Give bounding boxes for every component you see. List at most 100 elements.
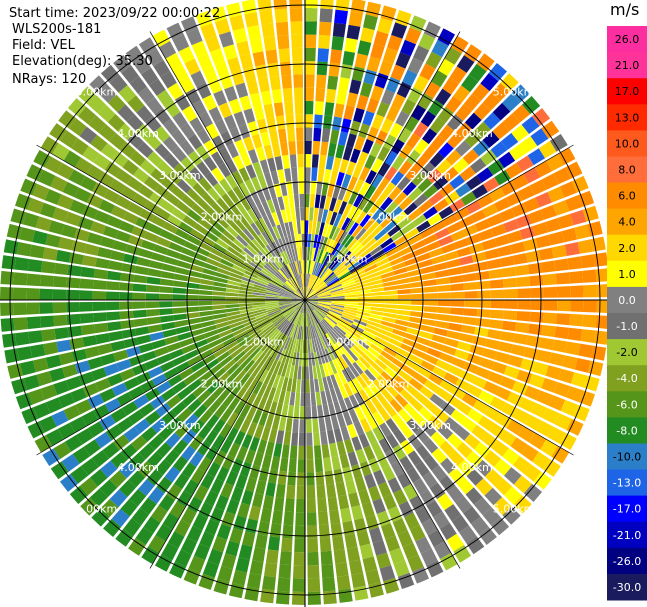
velocity-gate bbox=[462, 149, 479, 165]
velocity-gate bbox=[257, 0, 272, 12]
velocity-gate bbox=[371, 303, 385, 308]
velocity-gate bbox=[321, 564, 335, 579]
velocity-gate bbox=[110, 340, 126, 352]
velocity-gate bbox=[562, 355, 578, 370]
velocity-gate bbox=[248, 378, 259, 392]
velocity-gate bbox=[251, 258, 264, 269]
velocity-gate bbox=[229, 204, 242, 218]
velocity-gate bbox=[121, 263, 136, 273]
velocity-gate bbox=[225, 207, 238, 222]
velocity-gate bbox=[370, 85, 384, 101]
velocity-gate bbox=[377, 146, 390, 162]
velocity-gate bbox=[454, 425, 471, 441]
velocity-gate bbox=[131, 507, 149, 526]
velocity-gate bbox=[186, 188, 201, 203]
velocity-gate bbox=[288, 310, 298, 322]
velocity-gate bbox=[410, 305, 425, 312]
velocity-gate bbox=[422, 318, 437, 327]
velocity-gate bbox=[473, 399, 489, 414]
velocity-gate bbox=[312, 140, 321, 155]
velocity-gate bbox=[359, 461, 372, 477]
velocity-gate bbox=[225, 307, 240, 313]
velocity-gate bbox=[278, 390, 286, 404]
velocity-gate bbox=[214, 403, 227, 419]
velocity-gate bbox=[52, 302, 67, 314]
velocity-gate bbox=[370, 188, 382, 203]
velocity-gate bbox=[375, 192, 388, 207]
velocity-gate bbox=[378, 438, 392, 453]
velocity-gate bbox=[349, 346, 362, 359]
velocity-gate bbox=[54, 327, 69, 340]
velocity-gate bbox=[247, 362, 259, 376]
velocity-gate bbox=[139, 497, 157, 515]
velocity-gate bbox=[330, 306, 344, 312]
velocity-gate bbox=[357, 293, 372, 297]
velocity-gate bbox=[249, 347, 261, 360]
velocity-gate bbox=[372, 378, 385, 393]
velocity-gate bbox=[377, 262, 392, 271]
velocity-gate bbox=[422, 471, 438, 489]
velocity-gate bbox=[185, 294, 199, 300]
velocity-gate bbox=[384, 166, 398, 182]
velocity-gate bbox=[296, 289, 305, 300]
velocity-gate bbox=[317, 304, 330, 311]
velocity-gate bbox=[397, 304, 412, 311]
velocity-gate bbox=[230, 324, 245, 333]
velocity-gate bbox=[233, 515, 247, 531]
velocity-gate bbox=[525, 250, 541, 263]
velocity-gate bbox=[291, 311, 299, 324]
velocity-gate bbox=[263, 264, 276, 275]
velocity-gate bbox=[433, 511, 450, 529]
velocity-gate bbox=[327, 496, 339, 511]
velocity-gate bbox=[383, 220, 398, 233]
velocity-gate bbox=[207, 187, 221, 202]
velocity-gate bbox=[477, 290, 491, 299]
velocity-gate bbox=[543, 300, 558, 311]
velocity-gate bbox=[265, 326, 277, 338]
velocity-gate bbox=[39, 415, 57, 433]
velocity-gate bbox=[263, 103, 275, 119]
velocity-gate bbox=[230, 383, 243, 397]
velocity-gate bbox=[287, 279, 297, 291]
velocity-gate bbox=[292, 296, 305, 300]
velocity-gate bbox=[292, 578, 305, 592]
velocity-gate bbox=[361, 333, 374, 343]
velocity-gate bbox=[186, 234, 201, 246]
velocity-gate bbox=[268, 373, 277, 387]
velocity-gate bbox=[404, 332, 419, 342]
velocity-gate bbox=[434, 386, 450, 401]
velocity-gate bbox=[111, 151, 129, 168]
velocity-gate bbox=[445, 149, 462, 166]
velocity-gate bbox=[230, 347, 244, 359]
velocity-gate bbox=[97, 104, 116, 123]
velocity-gate bbox=[340, 64, 353, 79]
velocity-gate bbox=[159, 278, 174, 287]
velocity-gate bbox=[243, 273, 257, 281]
velocity-gate bbox=[141, 67, 159, 86]
velocity-gate bbox=[205, 414, 220, 429]
velocity-gate bbox=[13, 317, 28, 331]
velocity-gate bbox=[523, 346, 539, 360]
velocity-gate bbox=[488, 268, 503, 279]
velocity-gate bbox=[280, 289, 293, 296]
velocity-gate bbox=[318, 511, 329, 526]
velocity-gate bbox=[317, 404, 324, 419]
velocity-gate bbox=[426, 240, 441, 252]
colorbar-swatch bbox=[607, 521, 647, 549]
velocity-gate bbox=[305, 300, 318, 305]
velocity-gate bbox=[259, 9, 274, 25]
velocity-gate bbox=[305, 300, 316, 309]
velocity-gate bbox=[274, 239, 283, 253]
velocity-gate bbox=[330, 287, 344, 293]
velocity-gate bbox=[208, 106, 223, 123]
velocity-gate bbox=[27, 421, 45, 439]
velocity-gate bbox=[305, 366, 310, 380]
velocity-gate bbox=[358, 296, 372, 300]
velocity-gate bbox=[311, 276, 319, 289]
velocity-gate bbox=[305, 300, 310, 313]
velocity-gate bbox=[192, 99, 207, 117]
velocity-gate bbox=[189, 117, 204, 133]
velocity-gate bbox=[248, 505, 261, 521]
velocity-gate bbox=[225, 340, 239, 351]
velocity-gate bbox=[256, 316, 270, 325]
